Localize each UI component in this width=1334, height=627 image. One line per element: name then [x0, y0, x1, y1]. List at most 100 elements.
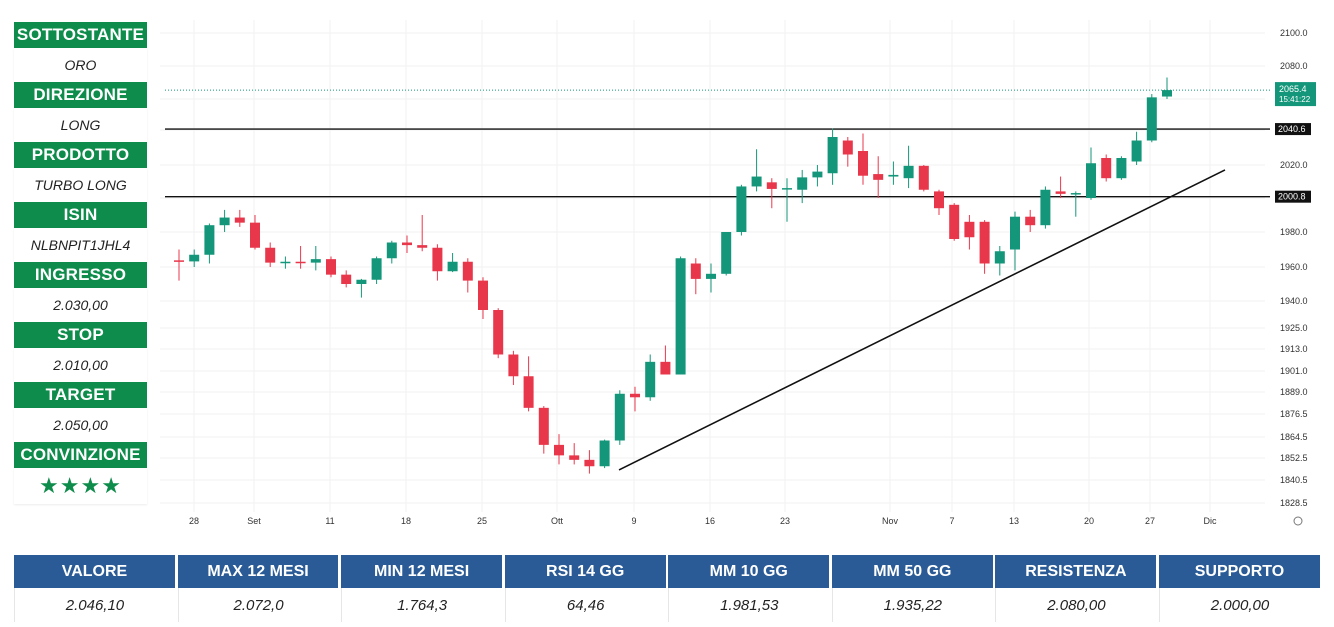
y-tick-label: 1840.5: [1280, 475, 1308, 485]
candle-body: [782, 188, 792, 190]
candle-body: [386, 242, 397, 259]
x-tick-label: 7: [949, 516, 954, 526]
candlestick-chart: 2100.02080.02060.02040.02020.02000.01980…: [160, 20, 1316, 526]
y-tick-label: 1940.0: [1280, 296, 1308, 306]
candle-body: [1040, 189, 1051, 226]
candle-body: [842, 140, 853, 155]
y-tick-label: 1864.5: [1280, 432, 1308, 442]
target-value: 2.050,00: [14, 408, 147, 442]
stats-header-mm50: MM 50 GG: [831, 555, 993, 588]
y-tick-label: 1980.0: [1280, 227, 1308, 237]
underlying-value: ORO: [14, 48, 147, 82]
candle-body: [584, 459, 595, 467]
x-tick-label: 27: [1145, 516, 1155, 526]
candle-body: [1162, 90, 1172, 97]
y-tick-label: 1889.0: [1280, 387, 1308, 397]
candle-body: [873, 174, 884, 180]
candle-body: [234, 217, 245, 223]
candle-body: [812, 171, 823, 178]
target-label: TARGET: [14, 382, 147, 408]
candle-body: [447, 261, 458, 272]
candle-body: [204, 225, 215, 255]
candle-body: [1101, 158, 1112, 179]
direction-value: LONG: [14, 108, 147, 142]
candle-body: [402, 242, 412, 246]
candle-body: [417, 245, 428, 248]
candle-body: [1055, 191, 1066, 194]
candle-body: [462, 261, 473, 281]
candle-body: [645, 361, 656, 398]
candle-body: [1010, 216, 1020, 250]
candle-body: [569, 455, 580, 460]
stats-value-mm50: 1.935,22: [831, 588, 993, 622]
candle-body: [614, 393, 625, 441]
trend-line: [618, 169, 1226, 471]
stats-value-row: 2.046,10 2.072,0 1.764,3 64,46 1.981,53 …: [14, 588, 1320, 622]
candle-body: [630, 393, 640, 398]
stats-value-min: 1.764,3: [341, 588, 503, 622]
candle-body: [554, 444, 564, 456]
candle-body: [310, 259, 321, 263]
entry-value: 2.030,00: [14, 288, 147, 322]
conviction-stars-icon: ★★★★: [14, 468, 147, 504]
y-tick-label: 1913.0: [1280, 344, 1308, 354]
x-tick-label: 20: [1084, 516, 1094, 526]
candle-body: [903, 165, 914, 179]
candle-body: [706, 273, 716, 279]
candle-body: [174, 260, 184, 262]
stats-header-valore: VALORE: [14, 555, 175, 588]
x-tick-label: Dic: [1204, 516, 1217, 526]
candle-body: [508, 354, 519, 377]
level-label: 2000.8: [1278, 192, 1306, 202]
stats-value-supporto: 2.000,00: [1159, 588, 1320, 622]
candle-body: [994, 251, 1005, 264]
candle-body: [751, 176, 762, 187]
stats-value-valore: 2.046,10: [14, 588, 175, 622]
stats-header-max: MAX 12 MESI: [177, 555, 339, 588]
candle-body: [675, 258, 686, 375]
level-label-bg: [1275, 123, 1311, 136]
stats-header-mm10: MM 10 GG: [668, 555, 830, 588]
settings-icon: [1293, 516, 1303, 526]
x-tick-label: 25: [477, 516, 487, 526]
candle-body: [280, 261, 291, 264]
candle-body: [1070, 193, 1081, 195]
candle-body: [766, 182, 777, 189]
y-tick-label: 2080.0: [1280, 61, 1308, 71]
signal-panel: SOTTOSTANTE ORO DIREZIONE LONG PRODOTTO …: [14, 22, 147, 504]
candle-body: [189, 254, 200, 262]
candle-body: [949, 204, 960, 239]
y-tick-label: 1901.0: [1280, 366, 1308, 376]
chart-canvas: 2100.02080.02060.02040.02020.02000.01980…: [160, 20, 1316, 526]
y-tick-label: 2020.0: [1280, 160, 1308, 170]
candle-body: [888, 174, 899, 177]
candle-body: [478, 280, 488, 310]
conviction-label: CONVINZIONE: [14, 442, 147, 468]
isin-value: NLBNPIT1JHL4: [14, 228, 147, 262]
candle-body: [964, 221, 975, 238]
candle-body: [660, 361, 671, 375]
x-tick-label: Ott: [551, 516, 564, 526]
candle-body: [827, 137, 838, 174]
stats-value-rsi: 64,46: [504, 588, 666, 622]
product-label: PRODOTTO: [14, 142, 147, 168]
candle-body: [432, 247, 443, 272]
candle-body: [1116, 158, 1127, 179]
candle-body: [295, 261, 306, 264]
candle-body: [538, 407, 549, 445]
candle-body: [356, 279, 367, 284]
underlying-label: SOTTOSTANTE: [14, 22, 147, 48]
candle-body: [979, 221, 990, 264]
candle-body: [493, 310, 504, 355]
last-price-badge: [1275, 82, 1316, 107]
candle-body: [934, 191, 944, 209]
candle-body: [326, 259, 336, 275]
y-tick-label: 1960.0: [1280, 262, 1308, 272]
x-tick-label: Nov: [882, 516, 899, 526]
candle-body: [219, 217, 230, 226]
y-tick-label: 1828.5: [1280, 498, 1308, 508]
level-label-bg: [1275, 190, 1311, 203]
candle-body: [250, 222, 260, 248]
stats-header-row: VALORE MAX 12 MESI MIN 12 MESI RSI 14 GG…: [14, 555, 1320, 588]
x-tick-label: 11: [325, 516, 334, 526]
